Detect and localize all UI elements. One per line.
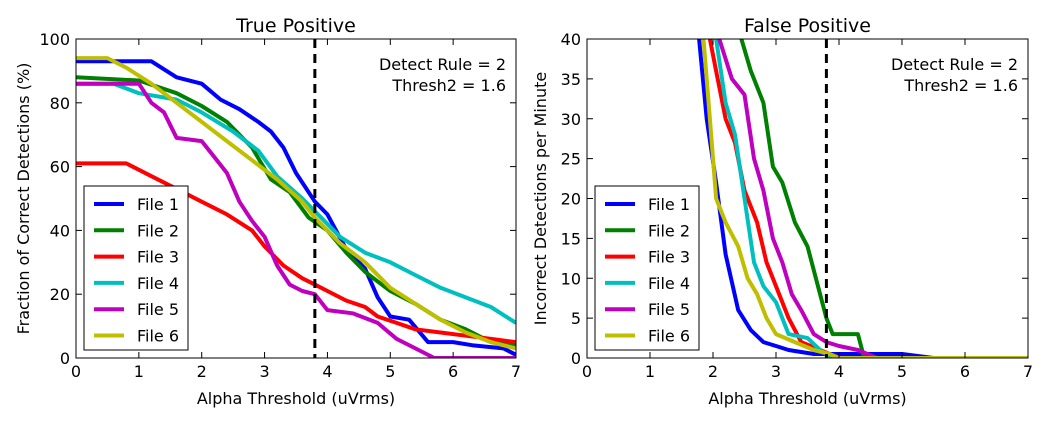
fp-legend-label-1: File 1 (648, 195, 690, 214)
tp-xtick-label: 4 (322, 362, 332, 381)
tp-annotation-line-2: Thresh2 = 1.6 (391, 76, 506, 95)
tp-xtick-label: 5 (385, 362, 395, 381)
fp-legend: File 1 File 2 File 3 File 4 File 5 File 6 (594, 185, 700, 351)
tp-panel: 0 1 2 3 4 5 6 7 0 20 40 60 80 100 True Positive Alpha T… (14, 15, 521, 408)
fp-ytick-label: 10 (561, 269, 581, 288)
fp-legend-label-2: File 2 (648, 221, 690, 240)
tp-ytick-label: 80 (50, 94, 70, 113)
tp-ytick-label: 100 (39, 30, 70, 49)
tp-x-axis-label: Alpha Threshold (uVrms) (197, 389, 395, 408)
tp-series-line-6 (76, 56, 516, 351)
tp-plot-frame (75, 38, 517, 359)
fp-ytick-label: 25 (561, 150, 581, 169)
tp-annotation-line-1: Detect Rule = 2 (379, 55, 506, 74)
tp-xtick-label: 2 (197, 362, 207, 381)
tp-legend-label-6: File 6 (137, 327, 179, 346)
tp-ytick-label: 20 (50, 285, 70, 304)
fp-series-line-5 (717, 39, 1028, 358)
tp-y-axis-label: Fraction of Correct Detections (%) (14, 63, 33, 335)
fp-legend-box (594, 185, 700, 351)
tp-ytick-label: 40 (50, 221, 70, 240)
fp-annotation-line-2: Thresh2 = 1.6 (903, 76, 1018, 95)
tp-legend-label-1: File 1 (137, 195, 179, 214)
fp-series-group (697, 39, 1028, 358)
fp-xtick-label: 7 (1023, 362, 1033, 381)
tp-legend-label-2: File 2 (137, 221, 179, 240)
fp-ytick-label: 35 (561, 70, 581, 89)
fp-xtick-label: 2 (708, 362, 718, 381)
fp-panel: 0 1 2 3 4 5 6 7 0 5 10 15 20 25 30 35 40 False Positive Al… (531, 15, 1033, 408)
tp-legend-label-3: File 3 (137, 248, 179, 267)
tp-legend-label-5: File 5 (137, 300, 179, 319)
tp-series-line-1 (76, 59, 516, 357)
tp-ytick-label: 0 (60, 349, 70, 368)
fp-chart-title: False Positive (744, 15, 871, 37)
fp-legend-label-6: File 6 (648, 327, 690, 346)
tp-xtick-label: 6 (448, 362, 458, 381)
fp-ytick-label: 15 (561, 229, 581, 248)
fp-ytick-label: 40 (561, 30, 581, 49)
tp-ytick-label: 60 (50, 158, 70, 177)
tp-xtick-label: 3 (259, 362, 269, 381)
fp-xtick-label: 3 (771, 362, 781, 381)
tp-xtick-label: 7 (511, 362, 521, 381)
tp-chart-title: True Positive (235, 15, 356, 37)
fp-legend-label-4: File 4 (648, 274, 690, 293)
fp-ytick-label: 5 (571, 309, 581, 328)
fp-xtick-label: 5 (897, 362, 907, 381)
tp-series-line-5 (76, 81, 516, 358)
fp-xtick-label: 4 (834, 362, 844, 381)
fp-xtick-label: 1 (645, 362, 655, 381)
fp-ytick-label: 20 (561, 190, 581, 209)
fp-annotation-line-1: Detect Rule = 2 (891, 55, 1018, 74)
fp-ytick-label: 0 (571, 349, 581, 368)
fp-legend-label-5: File 5 (648, 300, 690, 319)
fp-x-axis-label: Alpha Threshold (uVrms) (708, 389, 906, 408)
tp-legend-label-4: File 4 (137, 274, 179, 293)
fp-xtick-label: 0 (582, 362, 592, 381)
tp-xtick-label: 1 (134, 362, 144, 381)
fp-ytick-label: 30 (561, 110, 581, 129)
fp-series-line-6 (701, 39, 1028, 358)
tp-xtick-label: 0 (71, 362, 81, 381)
tp-legend-box (83, 185, 189, 351)
fp-y-axis-label: Incorrect Detections per Minute (531, 72, 550, 325)
tp-legend: File 1 File 2 File 3 File 4 File 5 File 6 (83, 185, 189, 351)
fp-legend-label-3: File 3 (648, 248, 690, 267)
fp-series-line-2 (739, 39, 1028, 358)
fp-xtick-label: 6 (960, 362, 970, 381)
